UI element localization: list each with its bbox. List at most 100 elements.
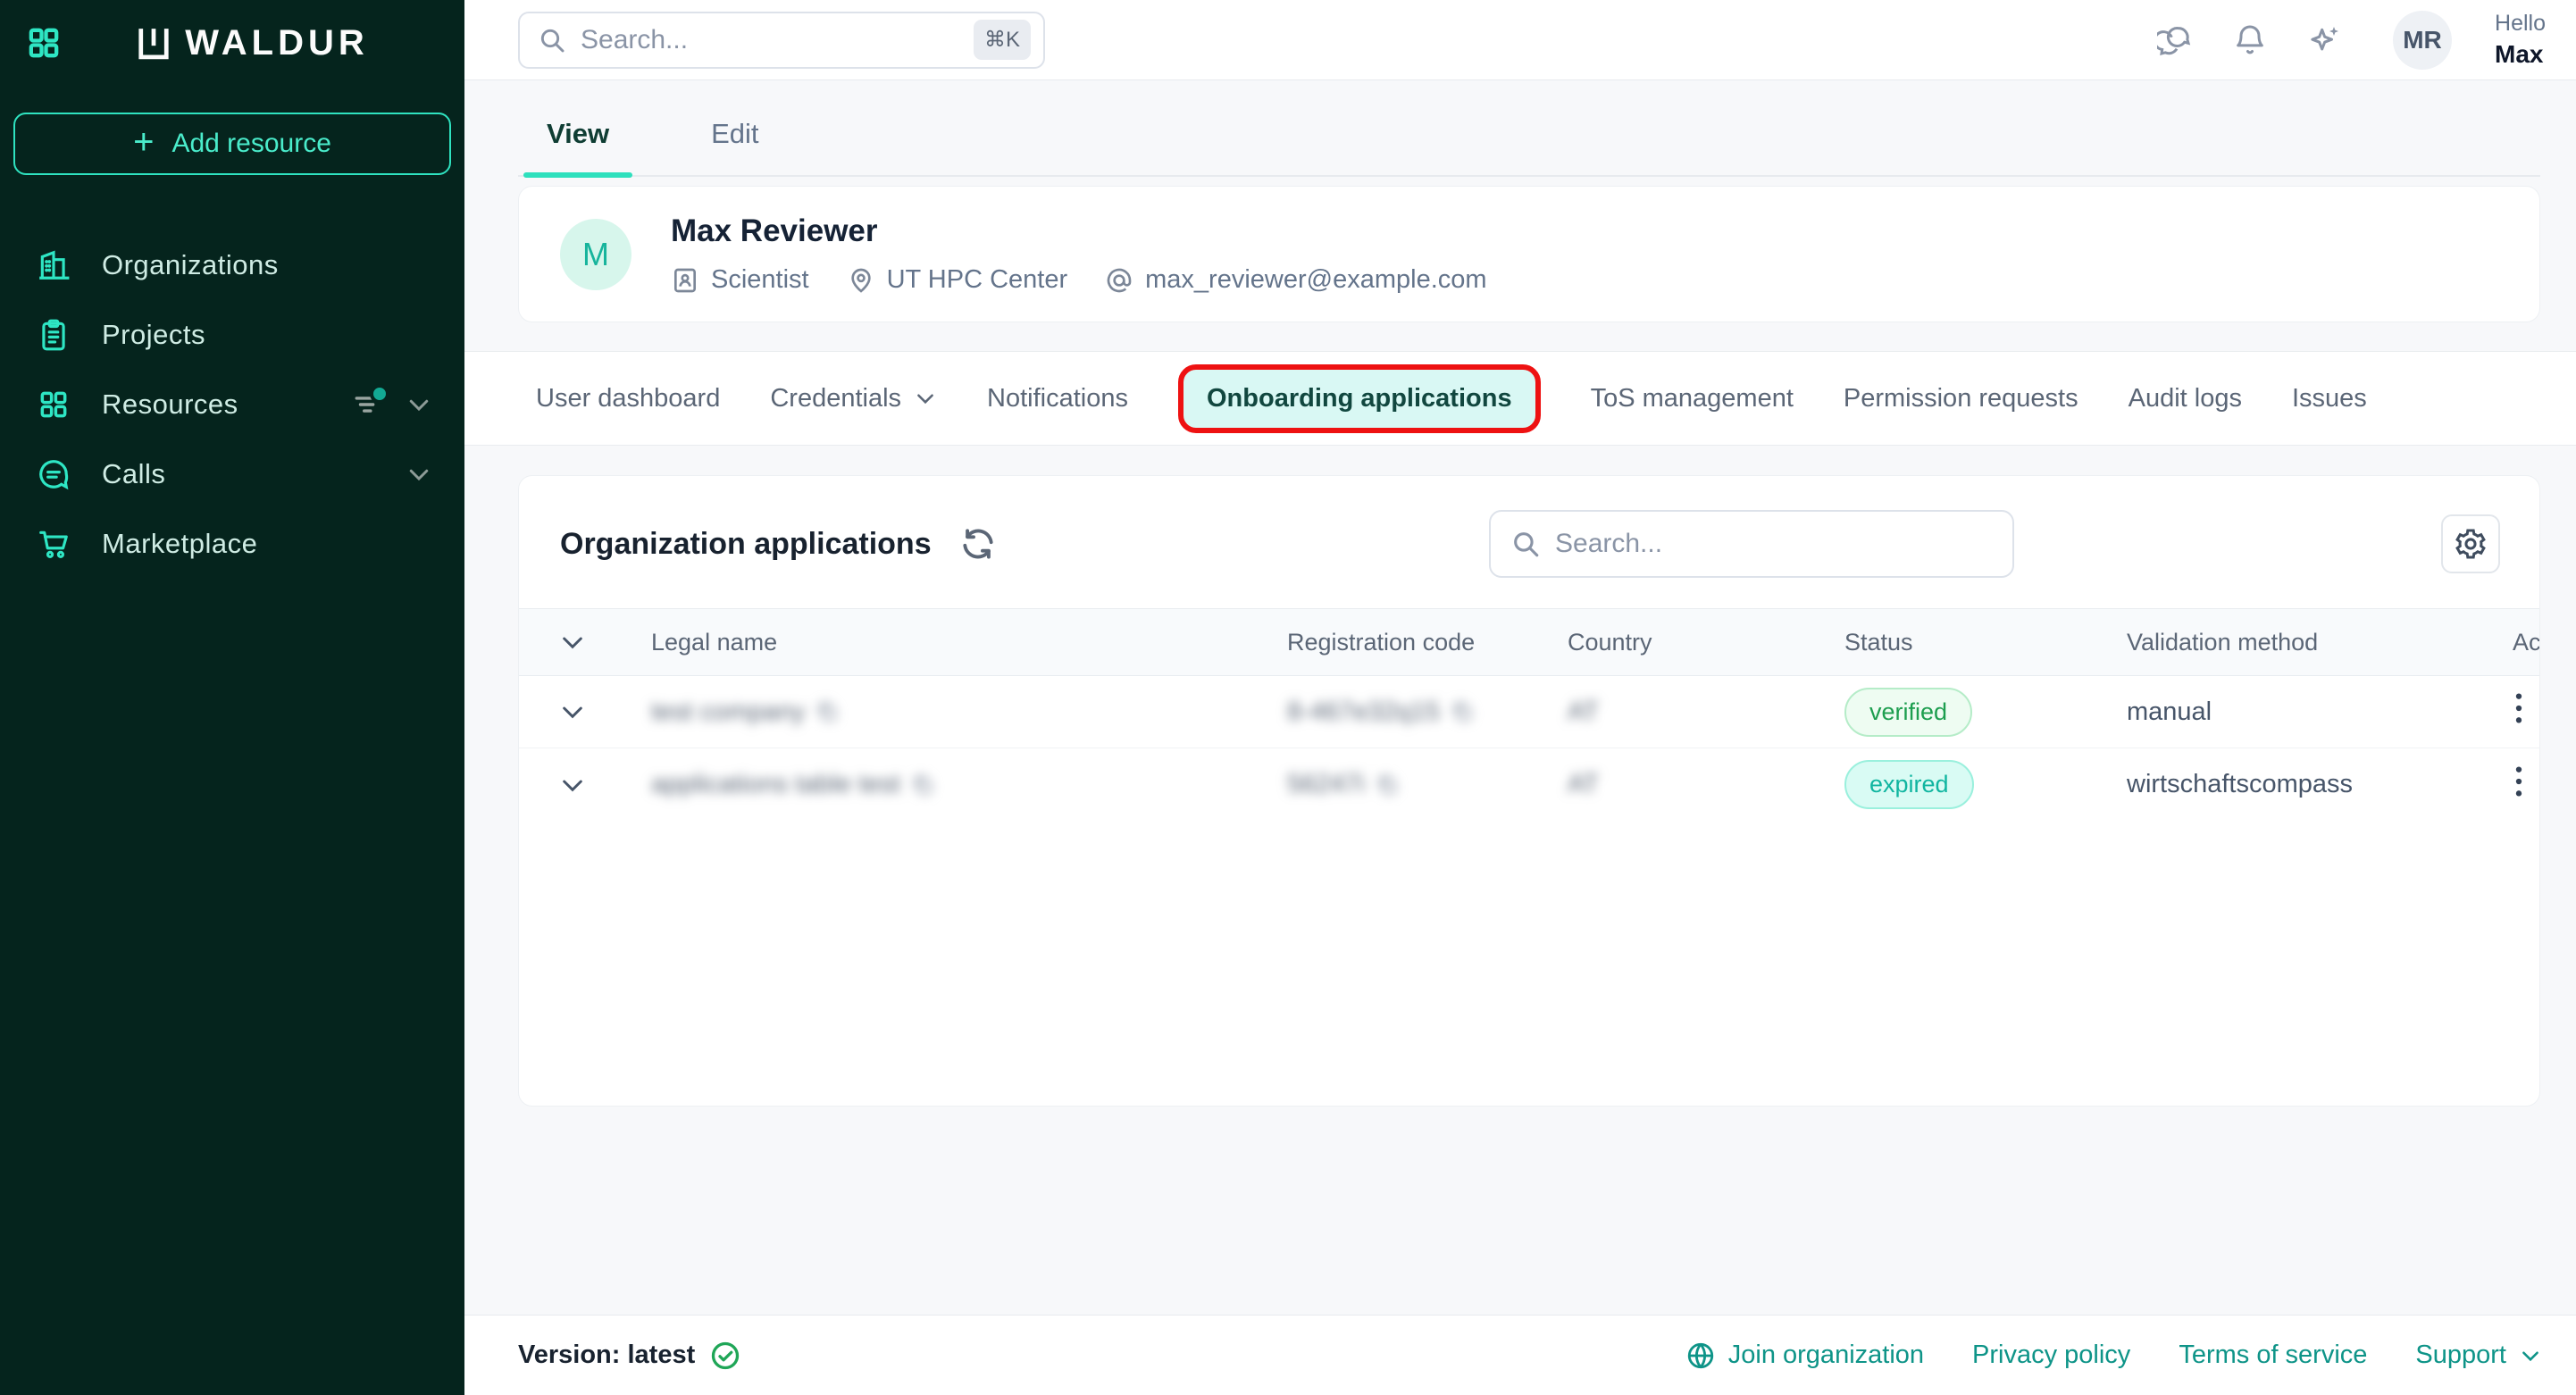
chat-icon[interactable] bbox=[2157, 22, 2193, 58]
profile-nav-tabs: User dashboard Credentials Notifications… bbox=[464, 351, 2576, 446]
tab-audit-logs[interactable]: Audit logs bbox=[2128, 383, 2242, 413]
sidebar-item-label: Projects bbox=[102, 319, 205, 350]
filter-icon[interactable] bbox=[350, 384, 389, 420]
support-label: Support bbox=[2415, 1341, 2506, 1369]
bell-icon[interactable] bbox=[2232, 22, 2268, 58]
col-status[interactable]: Status bbox=[1844, 628, 1913, 656]
global-search[interactable]: ⌘K bbox=[518, 11, 1045, 69]
cart-icon bbox=[36, 526, 71, 562]
sparkles-icon[interactable] bbox=[2307, 22, 2343, 58]
chevron-down-icon bbox=[2519, 1344, 2542, 1367]
table-row[interactable]: applications table test 56247i AT expire… bbox=[519, 748, 2539, 821]
global-search-input[interactable] bbox=[581, 24, 974, 55]
sidebar-item-label: Resources bbox=[102, 388, 238, 420]
waldur-logo-mark-icon bbox=[137, 26, 171, 60]
plus-icon: + bbox=[133, 122, 155, 162]
profile-email: max_reviewer@example.com bbox=[1105, 265, 1487, 295]
tab-edit[interactable]: Edit bbox=[711, 118, 759, 149]
user-avatar[interactable]: MR bbox=[2393, 10, 2453, 70]
status-badge: expired bbox=[1844, 760, 1974, 809]
tab-issues[interactable]: Issues bbox=[2291, 383, 2367, 413]
col-legal-name[interactable]: Legal name bbox=[651, 628, 778, 656]
sidebar-item-label: Marketplace bbox=[102, 528, 258, 559]
chat-bubble-icon bbox=[36, 456, 71, 492]
support-link[interactable]: Support bbox=[2415, 1341, 2542, 1370]
tab-credentials[interactable]: Credentials bbox=[770, 384, 937, 413]
waldur-logo-text: WALDUR bbox=[185, 22, 369, 63]
gear-icon bbox=[2454, 527, 2488, 561]
topbar: ⌘K MR Hello Max bbox=[464, 0, 2576, 80]
sidebar-item-organizations[interactable]: Organizations bbox=[0, 230, 464, 300]
country-cell: AT bbox=[1568, 697, 1599, 726]
organization-applications-card: Organization applications bbox=[518, 475, 2540, 1107]
profile-role-label: Scientist bbox=[711, 265, 809, 294]
footer-links: Join organization Privacy policy Terms o… bbox=[1685, 1341, 2542, 1371]
sidebar: WALDUR + Add resource Organizations Proj… bbox=[0, 0, 464, 1395]
legal-name-cell[interactable]: applications table test bbox=[651, 770, 934, 799]
map-pin-icon bbox=[847, 266, 875, 295]
row-expand-chevron-icon[interactable] bbox=[558, 698, 587, 726]
sidebar-item-marketplace[interactable]: Marketplace bbox=[0, 509, 464, 579]
row-expand-chevron-icon[interactable] bbox=[558, 771, 587, 799]
legal-name-cell[interactable]: test company bbox=[651, 698, 839, 727]
profile-avatar: M bbox=[560, 218, 631, 290]
sidebar-nav: Organizations Projects Resources bbox=[0, 230, 464, 579]
registration-code-cell[interactable]: 8-467e32q15 bbox=[1287, 698, 1474, 727]
tab-user-dashboard[interactable]: User dashboard bbox=[536, 383, 721, 413]
terms-of-service-link[interactable]: Terms of service bbox=[2179, 1341, 2368, 1369]
copy-icon[interactable] bbox=[815, 700, 839, 723]
sidebar-collapse-icon[interactable] bbox=[23, 22, 64, 63]
footer: Version: latest Join organization Privac… bbox=[464, 1315, 2576, 1395]
row-actions-kebab-icon[interactable] bbox=[2513, 690, 2525, 726]
col-country[interactable]: Country bbox=[1568, 628, 1652, 656]
copy-icon[interactable] bbox=[1376, 773, 1399, 797]
expand-all-chevron-icon[interactable] bbox=[558, 628, 587, 656]
tab-view[interactable]: View bbox=[523, 102, 633, 178]
table-settings-button[interactable] bbox=[2441, 514, 2500, 573]
col-registration-code[interactable]: Registration code bbox=[1287, 628, 1476, 656]
shortcut-badge: ⌘K bbox=[973, 20, 1031, 60]
tab-onboarding-applications[interactable]: Onboarding applications bbox=[1178, 363, 1541, 433]
search-icon bbox=[538, 26, 566, 54]
table-search[interactable] bbox=[1489, 510, 2014, 578]
grid-icon bbox=[36, 387, 71, 422]
building-icon bbox=[36, 247, 71, 283]
profile-name: Max Reviewer bbox=[671, 213, 878, 248]
user-profile-card: M Max Reviewer Scientist bbox=[518, 186, 2540, 322]
id-badge-icon bbox=[671, 266, 699, 295]
search-icon bbox=[1510, 529, 1541, 559]
privacy-policy-link[interactable]: Privacy policy bbox=[1972, 1341, 2131, 1369]
table-row[interactable]: test company 8-467e32q15 AT verified man… bbox=[519, 676, 2539, 748]
sidebar-item-resources[interactable]: Resources bbox=[0, 370, 464, 439]
copy-icon[interactable] bbox=[1451, 700, 1474, 723]
greeting: Hello Max bbox=[2495, 10, 2546, 69]
country-cell: AT bbox=[1568, 770, 1599, 798]
add-resource-button[interactable]: + Add resource bbox=[13, 113, 451, 175]
page-body: View Edit M Max Reviewer Scientist bbox=[464, 80, 2576, 1315]
sidebar-item-projects[interactable]: Projects bbox=[0, 300, 464, 370]
chevron-down-icon[interactable] bbox=[406, 391, 432, 418]
profile-info: Max Reviewer Scientist UT HP bbox=[671, 213, 1487, 295]
version-info: Version: latest bbox=[518, 1340, 741, 1372]
refresh-icon[interactable] bbox=[958, 524, 998, 564]
table-header-row: Legal name Registration code Country Sta… bbox=[519, 608, 2539, 676]
status-badge: verified bbox=[1844, 687, 1973, 737]
copy-icon[interactable] bbox=[911, 773, 934, 797]
col-validation-method[interactable]: Validation method bbox=[2127, 628, 2319, 656]
waldur-logo[interactable]: WALDUR bbox=[64, 23, 441, 63]
tab-notifications[interactable]: Notifications bbox=[987, 383, 1128, 413]
join-organization-link[interactable]: Join organization bbox=[1685, 1341, 1924, 1371]
table-search-input[interactable] bbox=[1555, 529, 1993, 559]
add-resource-label: Add resource bbox=[171, 129, 331, 158]
chevron-down-icon[interactable] bbox=[406, 461, 432, 488]
greeting-hello: Hello bbox=[2495, 11, 2546, 37]
topbar-actions: MR Hello Max bbox=[2157, 10, 2546, 70]
profile-organization: UT HPC Center bbox=[847, 265, 1067, 295]
tab-tos-management[interactable]: ToS management bbox=[1590, 383, 1794, 413]
tab-permission-requests[interactable]: Permission requests bbox=[1843, 383, 2078, 413]
profile-role: Scientist bbox=[671, 265, 809, 295]
registration-code-cell[interactable]: 56247i bbox=[1287, 770, 1399, 799]
sidebar-item-calls[interactable]: Calls bbox=[0, 439, 464, 509]
row-actions-kebab-icon[interactable] bbox=[2513, 764, 2525, 799]
